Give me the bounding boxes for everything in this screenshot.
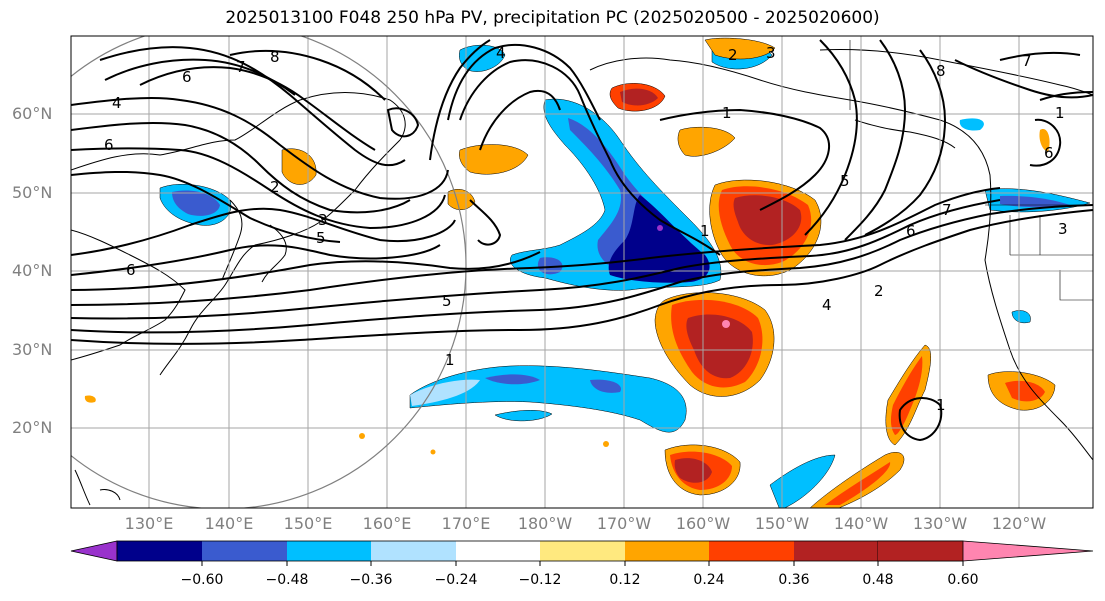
colorbar-segment	[202, 541, 287, 561]
contour-label: 1	[722, 104, 732, 122]
contour-label: 6	[1044, 144, 1054, 162]
precipitation-shading	[84, 37, 1091, 508]
colorbar-segment	[709, 541, 794, 561]
colorbar-label: −0.36	[349, 572, 393, 588]
map-frame	[70, 35, 1094, 509]
negative-precip-subtropics	[409, 365, 687, 433]
colorbar-segment	[456, 541, 540, 561]
contour-label: 4	[822, 296, 832, 314]
contour-label: 2	[728, 46, 738, 64]
colorbar-segment	[878, 541, 963, 561]
map-title: 2025013100 F048 250 hPa PV, precipitatio…	[225, 8, 880, 28]
colorbar-segment	[117, 541, 202, 561]
contour-label: 2	[874, 282, 884, 300]
lon-label: 160°E	[362, 514, 412, 533]
lon-label: 160°W	[675, 514, 731, 533]
colorbar-label: 0.60	[947, 572, 979, 588]
colorbar-label: 0.12	[609, 572, 641, 588]
colorbar-label: −0.60	[180, 572, 224, 588]
colorbar-label: −0.24	[434, 572, 478, 588]
lon-label: 140°E	[204, 514, 254, 533]
contour-label: 6	[182, 68, 192, 86]
contour-label: 1	[445, 351, 455, 369]
colorbar-segment	[287, 541, 371, 561]
reference-circle	[71, 36, 467, 508]
lon-label: 140°W	[833, 514, 889, 533]
lat-label: 60°N	[12, 104, 53, 123]
lon-label: 130°W	[912, 514, 968, 533]
colorbar-label: 0.24	[693, 572, 725, 588]
contour-label: 7	[236, 58, 246, 76]
contour-label: 5	[442, 292, 452, 310]
lat-label: 30°N	[12, 340, 53, 359]
colorbar-label: −0.48	[265, 572, 309, 588]
contour-label: 5	[316, 229, 326, 247]
contour-label: 2	[270, 178, 280, 196]
contour-label: 4	[112, 94, 122, 112]
contour-label: 8	[270, 48, 280, 66]
contour-label: 1	[936, 396, 946, 414]
lon-label: 150°W	[754, 514, 810, 533]
borders	[849, 40, 1093, 301]
colorbar-segment	[371, 541, 456, 561]
contour-label: 1	[700, 222, 710, 240]
contour-label: 4	[496, 44, 506, 62]
contour-label: 3	[1058, 220, 1068, 238]
lat-label: 20°N	[12, 418, 53, 437]
colorbar-label: 0.36	[778, 572, 810, 588]
contour-label: 3	[318, 211, 328, 229]
lon-label: 170°E	[441, 514, 491, 533]
colorbar-extend-low	[70, 540, 118, 562]
contour-label: 6	[906, 222, 916, 240]
lat-label: 50°N	[12, 183, 53, 202]
lon-label: 120°W	[991, 514, 1047, 533]
colorbar-segment	[540, 541, 625, 561]
lat-label: 40°N	[12, 261, 53, 280]
lon-label: 150°E	[283, 514, 333, 533]
pv-contours	[71, 39, 1093, 442]
colorbar-segment	[625, 541, 709, 561]
contour-label: 3	[766, 44, 776, 62]
colorbar-label: −0.12	[518, 572, 562, 588]
contour-label: 6	[104, 136, 114, 154]
colorbar-segment	[794, 541, 878, 561]
contour-label: 8	[936, 62, 946, 80]
contour-label: 6	[126, 261, 136, 279]
contour-label: 1	[1055, 104, 1065, 122]
coastlines	[71, 48, 1093, 506]
lon-label: 130°E	[124, 514, 174, 533]
colorbar	[70, 540, 1094, 566]
lon-label: 170°W	[596, 514, 652, 533]
contour-label: 7	[1022, 52, 1032, 70]
lon-label: 180°W	[517, 514, 573, 533]
colorbar-label: 0.48	[862, 572, 894, 588]
contour-labels: 8 7 6 4 6 2 3 5 6 5 1 4 2 3 1 5 6 7 8 7 …	[104, 44, 1068, 414]
contour-label: 7	[942, 201, 952, 219]
contour-label: 5	[840, 172, 850, 190]
